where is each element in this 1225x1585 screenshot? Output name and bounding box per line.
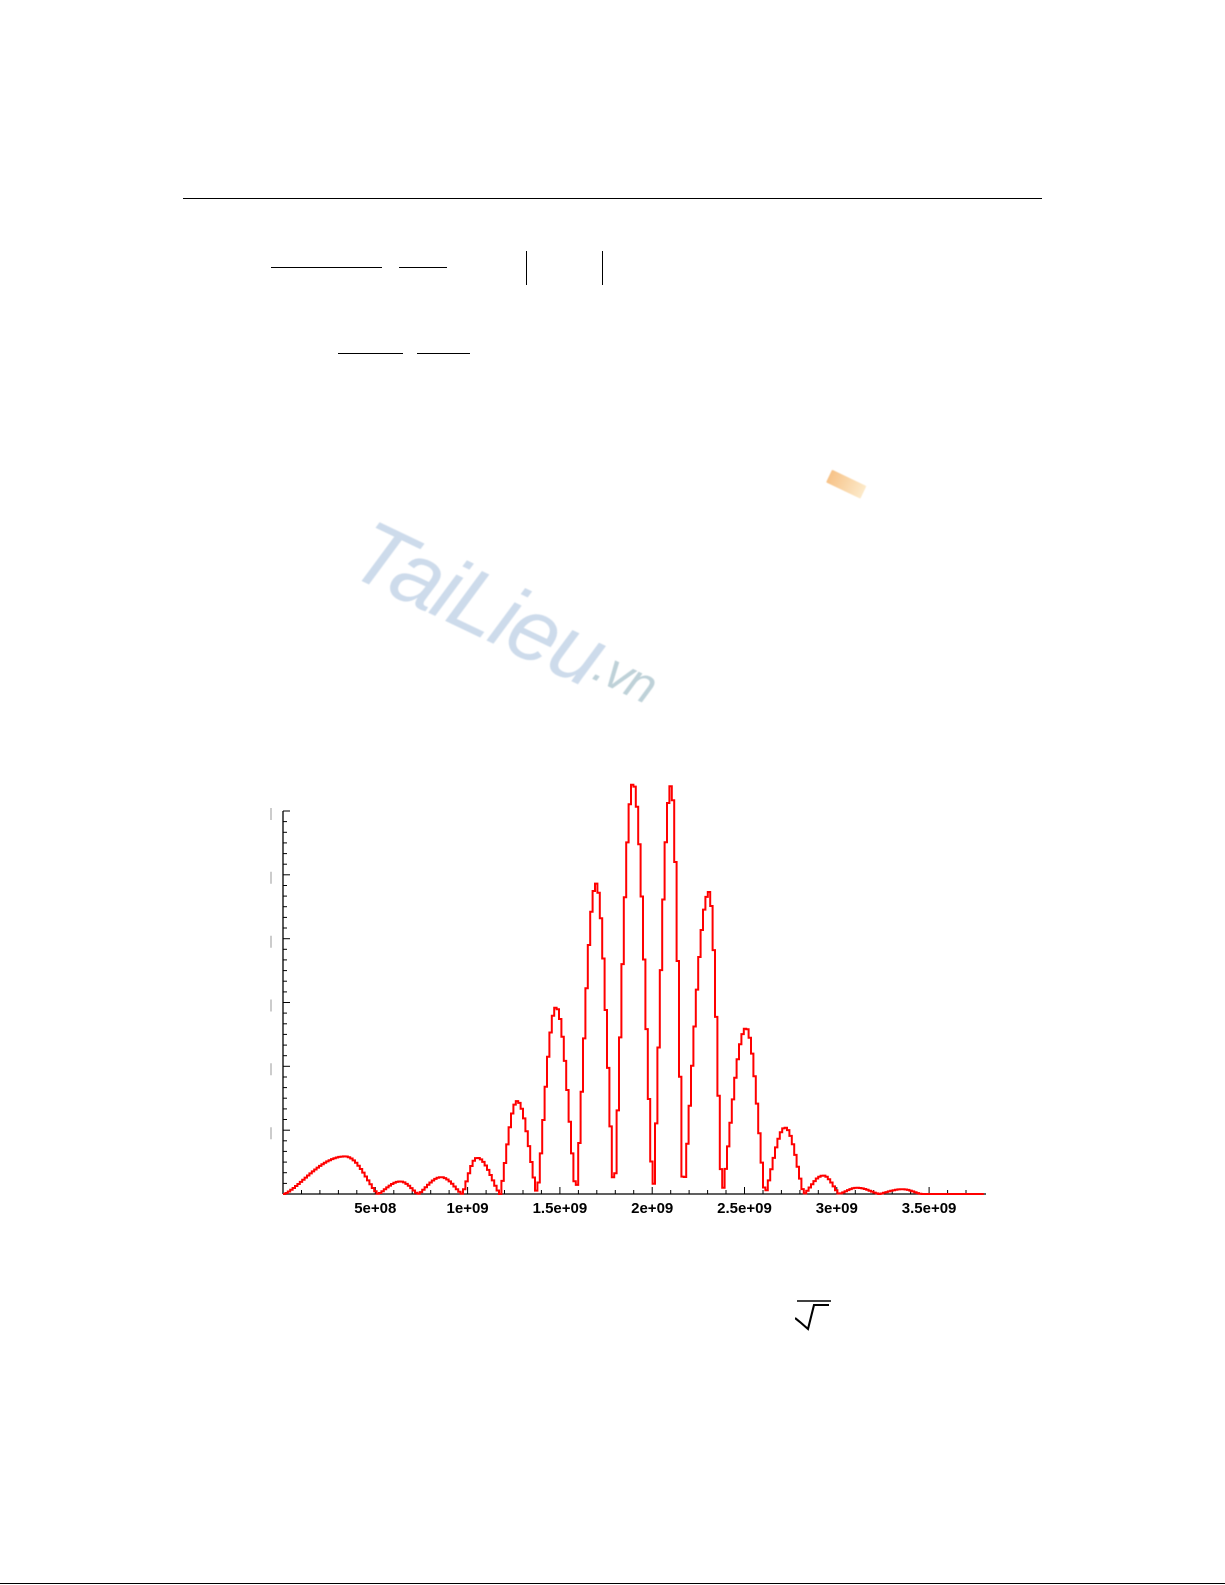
svg-text:1e+09: 1e+09 <box>447 1200 489 1217</box>
svg-text:2.5e+09: 2.5e+09 <box>717 1200 772 1217</box>
svg-text:3e+09: 3e+09 <box>816 1200 858 1217</box>
svg-text:1.5e+09: 1.5e+09 <box>533 1200 588 1217</box>
svg-text:5e+08: 5e+08 <box>354 1200 396 1217</box>
svg-text:2e+09: 2e+09 <box>631 1200 673 1217</box>
svg-text:3.5e+09: 3.5e+09 <box>902 1200 957 1217</box>
